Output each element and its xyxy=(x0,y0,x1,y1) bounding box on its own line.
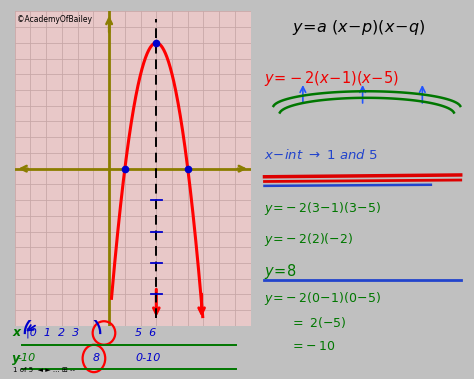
Text: 1 of 5  ◄ ► ... ⊞ --: 1 of 5 ◄ ► ... ⊞ -- xyxy=(13,366,75,373)
Text: 0-10: 0-10 xyxy=(136,354,161,363)
Text: $x\!-\!int\ \rightarrow\ 1\ and\ 5$: $x\!-\!int\ \rightarrow\ 1\ and\ 5$ xyxy=(264,148,378,162)
Text: ©AcademyOfBailey: ©AcademyOfBailey xyxy=(17,14,92,23)
Text: $y\!=\!a\ (x\!-\!p)(x\!-\!q)$: $y\!=\!a\ (x\!-\!p)(x\!-\!q)$ xyxy=(292,19,425,38)
Text: y: y xyxy=(12,352,20,365)
Text: $y\!=\!-2(0\!-\!1)(0\!-\!5)$: $y\!=\!-2(0\!-\!1)(0\!-\!5)$ xyxy=(264,290,382,307)
Text: $=\!-10$: $=\!-10$ xyxy=(290,340,336,354)
Text: -10: -10 xyxy=(17,354,36,363)
Text: 5  6: 5 6 xyxy=(136,328,156,338)
Text: $y\!=\!-2(3\!-\!1)(3\!-\!5)$: $y\!=\!-2(3\!-\!1)(3\!-\!5)$ xyxy=(264,200,382,218)
Text: $y\!=\!-2(2)(-2)$: $y\!=\!-2(2)(-2)$ xyxy=(264,231,354,248)
Text: $y\!=\!-2(x\!-\!1)(x\!-\!5)$: $y\!=\!-2(x\!-\!1)(x\!-\!5)$ xyxy=(264,69,400,88)
Text: 8: 8 xyxy=(92,354,100,363)
Text: x: x xyxy=(12,326,20,340)
Text: $y\!=\!8$: $y\!=\!8$ xyxy=(264,262,297,281)
Text: |0  1  2  3: |0 1 2 3 xyxy=(26,328,79,338)
Text: $=\ 2(-5)$: $=\ 2(-5)$ xyxy=(290,315,346,330)
